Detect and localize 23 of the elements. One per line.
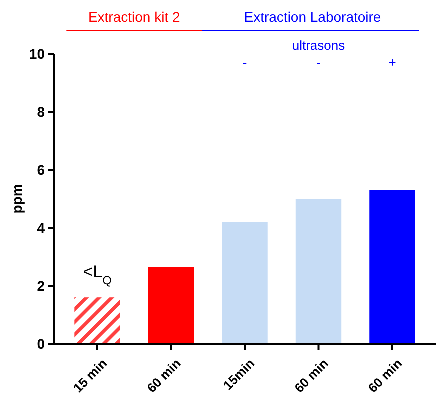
bar [296, 199, 342, 344]
y-axis-title: ppm [9, 184, 25, 214]
bar [222, 222, 268, 344]
y-tick-label: 6 [37, 162, 46, 178]
annotation: + [388, 55, 396, 70]
text: Extraction kit 2 [88, 9, 180, 25]
y-tick-label: 8 [37, 104, 46, 120]
x-tick-label: 60 min [365, 356, 406, 396]
y-tick-label: 10 [29, 46, 46, 62]
bar [148, 267, 194, 344]
bar [370, 190, 416, 344]
y-tick-label: 4 [37, 220, 46, 236]
x-tick-label: 60 min [144, 356, 184, 396]
annotation: - [242, 55, 248, 70]
y-tick-label: 2 [37, 278, 46, 294]
annotation: <L$_{Q}$ [83, 262, 112, 288]
text: Extraction Laboratoire [244, 9, 382, 25]
x-tick-label: 60 min [292, 356, 332, 396]
annotation: - [316, 55, 321, 70]
bar [74, 298, 120, 344]
y-tick-label: 0 [37, 336, 46, 352]
x-tick-label: 15 min [70, 356, 110, 396]
text: ultrasons [292, 38, 346, 53]
